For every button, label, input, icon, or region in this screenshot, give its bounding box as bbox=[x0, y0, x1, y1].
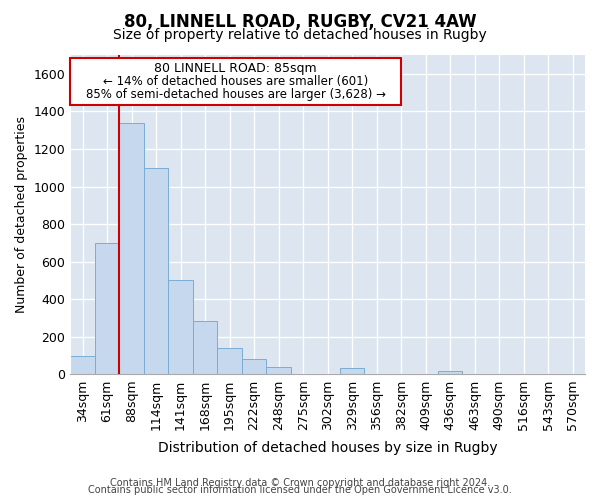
Bar bbox=[169, 280, 193, 374]
Text: 85% of semi-detached houses are larger (3,628) →: 85% of semi-detached houses are larger (… bbox=[86, 88, 386, 101]
Text: ← 14% of detached houses are smaller (601): ← 14% of detached houses are smaller (60… bbox=[103, 75, 368, 88]
X-axis label: Distribution of detached houses by size in Rugby: Distribution of detached houses by size … bbox=[158, 441, 497, 455]
Text: 80, LINNELL ROAD, RUGBY, CV21 4AW: 80, LINNELL ROAD, RUGBY, CV21 4AW bbox=[124, 12, 476, 30]
Text: 80 LINNELL ROAD: 85sqm: 80 LINNELL ROAD: 85sqm bbox=[154, 62, 317, 74]
Bar bbox=[438, 370, 463, 374]
Bar bbox=[95, 243, 119, 374]
Bar bbox=[340, 368, 364, 374]
Bar bbox=[70, 356, 95, 374]
Bar bbox=[242, 360, 266, 374]
Bar bbox=[144, 168, 169, 374]
Text: Contains public sector information licensed under the Open Government Licence v3: Contains public sector information licen… bbox=[88, 485, 512, 495]
Y-axis label: Number of detached properties: Number of detached properties bbox=[15, 116, 28, 313]
Bar bbox=[119, 122, 144, 374]
Text: Size of property relative to detached houses in Rugby: Size of property relative to detached ho… bbox=[113, 28, 487, 42]
Bar bbox=[217, 348, 242, 374]
Bar bbox=[193, 321, 217, 374]
Bar bbox=[70, 58, 401, 105]
Text: Contains HM Land Registry data © Crown copyright and database right 2024.: Contains HM Land Registry data © Crown c… bbox=[110, 478, 490, 488]
Bar bbox=[266, 367, 291, 374]
